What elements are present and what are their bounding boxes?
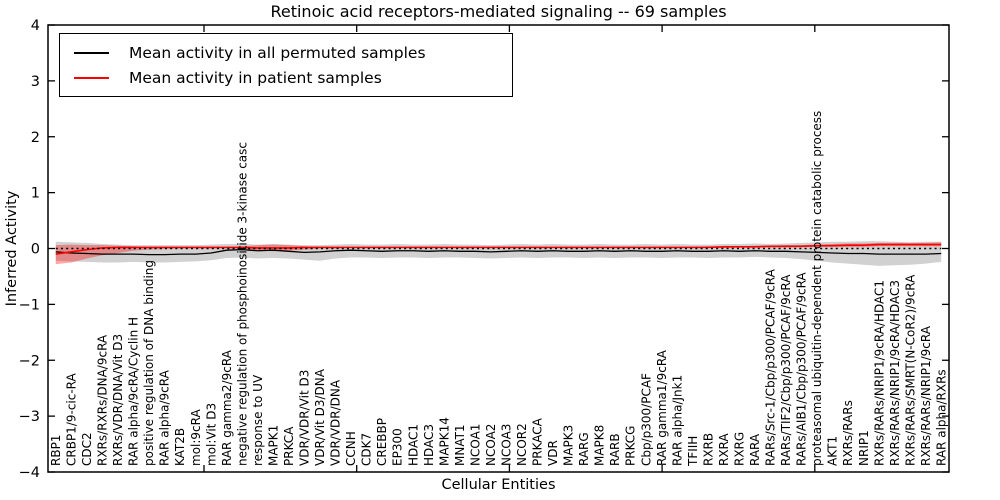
- x-tick-label: TFIIH: [686, 436, 700, 467]
- x-tick-label: RXRs/RXRs/DNA/9cRA: [96, 334, 110, 466]
- y-tick-label: 2: [31, 130, 40, 146]
- x-tick-label: KAT2B: [173, 428, 187, 466]
- patient-mean-line: [55, 243, 942, 255]
- x-tick-label: RXRs/RARs/NRIP1/9cRA/HDAC3: [888, 280, 902, 466]
- x-tick-label: MAPK14: [437, 417, 451, 466]
- x-tick-label: mol:9cRA: [189, 409, 203, 466]
- x-tick-label: MAPK8: [593, 425, 607, 466]
- legend-entry-patient: Mean activity in patient samples: [74, 69, 512, 87]
- x-tick-label: VDR/VDR/Vit D3: [298, 370, 312, 466]
- x-tick-label: NCOA2: [484, 424, 498, 466]
- x-tick-label: RARs/Src-1/Cbp/p300/PCAF/9cRA: [764, 268, 778, 466]
- x-tick-label: NCOA1: [468, 424, 482, 466]
- x-tick-label: HDAC1: [406, 424, 420, 466]
- x-axis-label: Cellular Entities: [441, 477, 556, 493]
- x-tick-label: mol:Vit D3: [204, 403, 218, 466]
- x-tick-label: PRKACA: [531, 417, 545, 466]
- x-tick-label: RARs/AIB1/Cbp/p300/PCAF/9cRA: [795, 272, 809, 466]
- x-tick-label: PRKCG: [624, 426, 638, 466]
- x-tick-label: RARB: [608, 433, 622, 466]
- x-tick-label: Cbp/p300/PCAF: [639, 373, 653, 466]
- x-tick-label: RAR gamma2/9cRA: [220, 349, 234, 466]
- y-axis-label: Inferred Activity: [4, 190, 20, 307]
- x-tick-label: RXRs/RARs/NRIP1/9cRA: [919, 325, 933, 466]
- x-tick-label: MAPK1: [266, 425, 280, 466]
- x-tick-label: negative regulation of phosphoinositide …: [235, 142, 249, 466]
- y-tick-label: 1: [31, 186, 40, 202]
- x-tick-label: MAPK3: [562, 425, 576, 466]
- x-tick-label: EP300: [391, 428, 405, 466]
- y-tick-label: 0: [31, 242, 40, 258]
- permuted-mean-line: [55, 248, 942, 256]
- legend-entry-label: Mean activity in all permuted samples: [129, 43, 426, 62]
- chart-title: Retinoic acid receptors-mediated signali…: [270, 2, 727, 21]
- x-tick-label: RAR gamma1/9cRA: [655, 349, 669, 466]
- x-tick-label: response to UV: [251, 374, 265, 466]
- x-tick-label: RAR alpha/9cRA/Cyclin H: [127, 317, 141, 466]
- x-tick-label: RBP1: [49, 435, 63, 466]
- x-tick-label: AKT1: [826, 436, 840, 466]
- x-tick-label: RXRG: [732, 432, 746, 466]
- legend-line-sample-red: [74, 76, 109, 79]
- x-tick-label: RARA: [748, 433, 762, 466]
- x-tick-label: RAR alpha/RXRs: [934, 369, 948, 466]
- x-tick-label: RARG: [577, 432, 591, 466]
- x-tick-label: NCOA3: [499, 424, 513, 466]
- legend-line-sample-black: [74, 51, 109, 54]
- x-tick-label: MNAT1: [453, 424, 467, 466]
- x-tick-label: proteasomal ubiquitin-dependent protein …: [810, 111, 824, 466]
- x-tick-label: positive regulation of DNA binding: [142, 260, 156, 466]
- x-tick-label: VDR: [546, 440, 560, 466]
- y-tick-label: 4: [31, 18, 40, 34]
- legend-entry-label: Mean activity in patient samples: [129, 68, 382, 87]
- y-tick-label: −4: [19, 465, 40, 481]
- x-tick-label: NRIP1: [857, 430, 871, 466]
- x-tick-label: PRKCA: [282, 426, 296, 466]
- x-tick-label: RXRA: [717, 433, 731, 466]
- x-tick-label: CCNH: [344, 431, 358, 466]
- x-tick-label: VDR/Vit D3/DNA: [313, 368, 327, 466]
- legend: Mean activity in all permuted samples Me…: [59, 33, 513, 97]
- x-tick-label: RXRs/RARs/SMRT(N-CoR2)/9cRA: [903, 274, 917, 466]
- x-tick-label: VDR/VDR/DNA: [329, 379, 343, 466]
- y-tick-label: 3: [31, 74, 40, 90]
- x-tick-label: RXRs/RARs/NRIP1/9cRA/HDAC1: [872, 280, 886, 466]
- x-tick-label: HDAC3: [422, 424, 436, 466]
- y-tick-label: −3: [19, 409, 40, 425]
- x-tick-label: RARs/TIF2/Cbp/p300/PCAF/9cRA: [779, 274, 793, 466]
- y-tick-label: −2: [19, 353, 40, 369]
- x-tick-label: CDK7: [360, 433, 374, 466]
- x-tick-label: CRBP1/9-cic-RA: [65, 372, 79, 466]
- x-tick-label: NCOR2: [515, 423, 529, 466]
- x-tick-label: RAR alpha/Jnk1: [670, 375, 684, 466]
- x-tick-label: CDC2: [80, 432, 94, 466]
- x-tick-label: CREBBP: [375, 418, 389, 466]
- y-tick-label: −1: [19, 297, 40, 313]
- legend-entry-permuted: Mean activity in all permuted samples: [74, 44, 512, 62]
- x-tick-label: RXRB: [701, 433, 715, 466]
- x-tick-label: RXRs/RARs: [841, 400, 855, 466]
- x-tick-label: RAR alpha/9cRA: [158, 369, 172, 466]
- x-tick-label: RXRs/VDR/DNA/Vit D3: [111, 334, 125, 466]
